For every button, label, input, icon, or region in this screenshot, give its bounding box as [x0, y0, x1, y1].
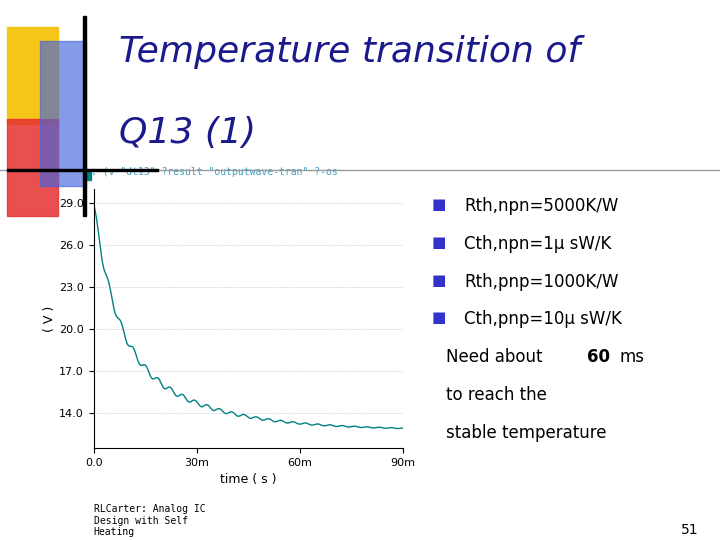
Text: Cth,pnp=10μ sW/K: Cth,pnp=10μ sW/K: [464, 310, 622, 328]
Text: 51: 51: [681, 523, 698, 537]
Text: Cth,npn=1μ sW/K: Cth,npn=1μ sW/K: [464, 235, 612, 253]
Text: to reach the: to reach the: [446, 386, 547, 404]
Text: 60: 60: [587, 348, 610, 366]
Text: . (v "dt13" ?result "outputwave-tran" ?-os: . (v "dt13" ?result "outputwave-tran" ?-…: [91, 167, 337, 177]
Text: Temperature transition of: Temperature transition of: [119, 35, 580, 69]
Text: ms: ms: [619, 348, 644, 366]
Text: ■: ■: [432, 197, 446, 212]
Text: ■: ■: [432, 235, 446, 250]
Bar: [84, 171, 91, 180]
Text: Need about: Need about: [446, 348, 548, 366]
Text: ■: ■: [432, 310, 446, 326]
X-axis label: time ( s ): time ( s ): [220, 474, 276, 487]
Text: Rth,pnp=1000K/W: Rth,pnp=1000K/W: [464, 273, 619, 291]
Text: Rth,npn=5000K/W: Rth,npn=5000K/W: [464, 197, 618, 215]
Y-axis label: ( V ): ( V ): [43, 306, 56, 332]
Text: RLCarter: Analog IC
Design with Self
Heating: RLCarter: Analog IC Design with Self Hea…: [94, 504, 205, 537]
Text: Q13 (1): Q13 (1): [119, 116, 256, 150]
Text: ■: ■: [432, 273, 446, 288]
Text: stable temperature: stable temperature: [446, 424, 607, 442]
